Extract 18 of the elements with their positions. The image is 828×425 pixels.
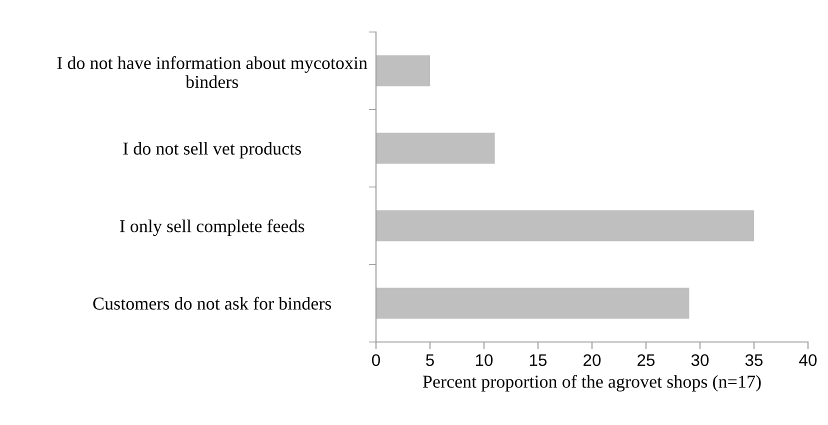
x-tick-label: 5 <box>426 354 434 366</box>
x-tick-label: 35 <box>745 354 763 366</box>
y-tick-label: Customers do not ask for binders <box>93 296 332 310</box>
y-tick-label: I do not sell vet products <box>123 142 301 158</box>
bar <box>376 210 754 242</box>
x-tick-label: 15 <box>530 354 547 366</box>
x-tick-label: 0 <box>372 354 380 366</box>
x-tick-label: 10 <box>476 354 493 366</box>
x-tick-label: 20 <box>584 354 601 366</box>
x-tick-label: 30 <box>691 354 709 366</box>
x-axis-title: Percent proportion of the agrovet shops (n=17) <box>422 374 761 392</box>
bar <box>376 288 690 319</box>
bar <box>376 132 495 164</box>
y-tick-label: I do not have information about mycotoxin binders <box>57 56 368 88</box>
bar <box>376 55 430 86</box>
x-tick-label: 25 <box>638 354 655 366</box>
x-tick-label: 40 <box>799 354 817 366</box>
y-tick-label: I only sell complete feeds <box>120 219 304 236</box>
